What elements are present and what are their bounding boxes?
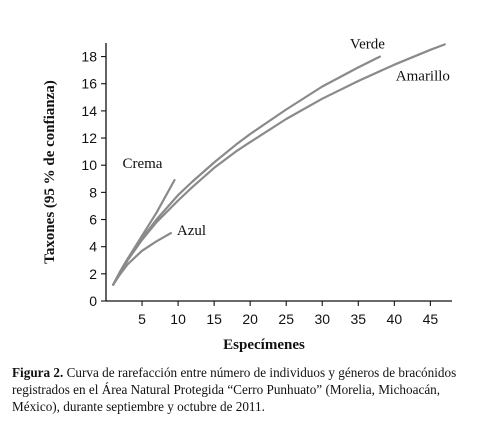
x-tick-label: 25	[278, 311, 294, 327]
y-tick-label: 12	[81, 130, 97, 146]
y-tick-label: 18	[81, 49, 97, 65]
y-tick-label: 0	[89, 293, 97, 309]
figure-caption: Figura 2. Curva de rarefacción entre núm…	[12, 364, 490, 415]
y-tick-label: 14	[81, 103, 97, 119]
x-tick-label: 15	[206, 311, 222, 327]
y-tick-label: 2	[89, 266, 97, 282]
series-line-azul	[112, 232, 172, 286]
series-label-amarillo: Amarillo	[396, 68, 450, 84]
y-axis-label: Taxones (95 % de confianza)	[42, 80, 58, 264]
y-tick-label: 16	[81, 76, 97, 92]
series-line-amarillo	[112, 43, 446, 286]
axes: 0 2 4 6 8 10 12 14 16 18 5 10 15 20 25 30 35 40 45	[81, 43, 452, 327]
x-axis-label: Especímenes	[223, 337, 305, 353]
series-lines	[112, 43, 446, 286]
series-label-azul: Azul	[177, 223, 206, 239]
x-tick-label: 35	[351, 311, 367, 327]
y-tick-label: 6	[89, 212, 97, 228]
series-labels: Verde Amarillo Crema Azul	[122, 37, 449, 240]
x-tick-label: 30	[314, 311, 330, 327]
y-tick-label: 8	[89, 184, 97, 200]
caption-label: Figura 2.	[12, 365, 64, 380]
series-label-crema: Crema	[122, 156, 162, 172]
rarefaction-chart: 0 2 4 6 8 10 12 14 16 18 5 10 15 20 25 30 35 40 45 Verde Am…	[42, 37, 452, 353]
x-tick-label: 5	[138, 311, 146, 327]
x-tick-label: 40	[387, 311, 403, 327]
series-label-verde: Verde	[350, 37, 385, 53]
x-tick-label: 10	[170, 311, 186, 327]
x-tick-label: 45	[423, 311, 439, 327]
series-line-crema	[112, 179, 176, 286]
caption-text: Curva de rarefacción entre número de ind…	[12, 365, 457, 414]
y-tick-label: 4	[89, 239, 97, 255]
y-tick-label: 10	[81, 157, 97, 173]
x-tick-label: 20	[242, 311, 258, 327]
